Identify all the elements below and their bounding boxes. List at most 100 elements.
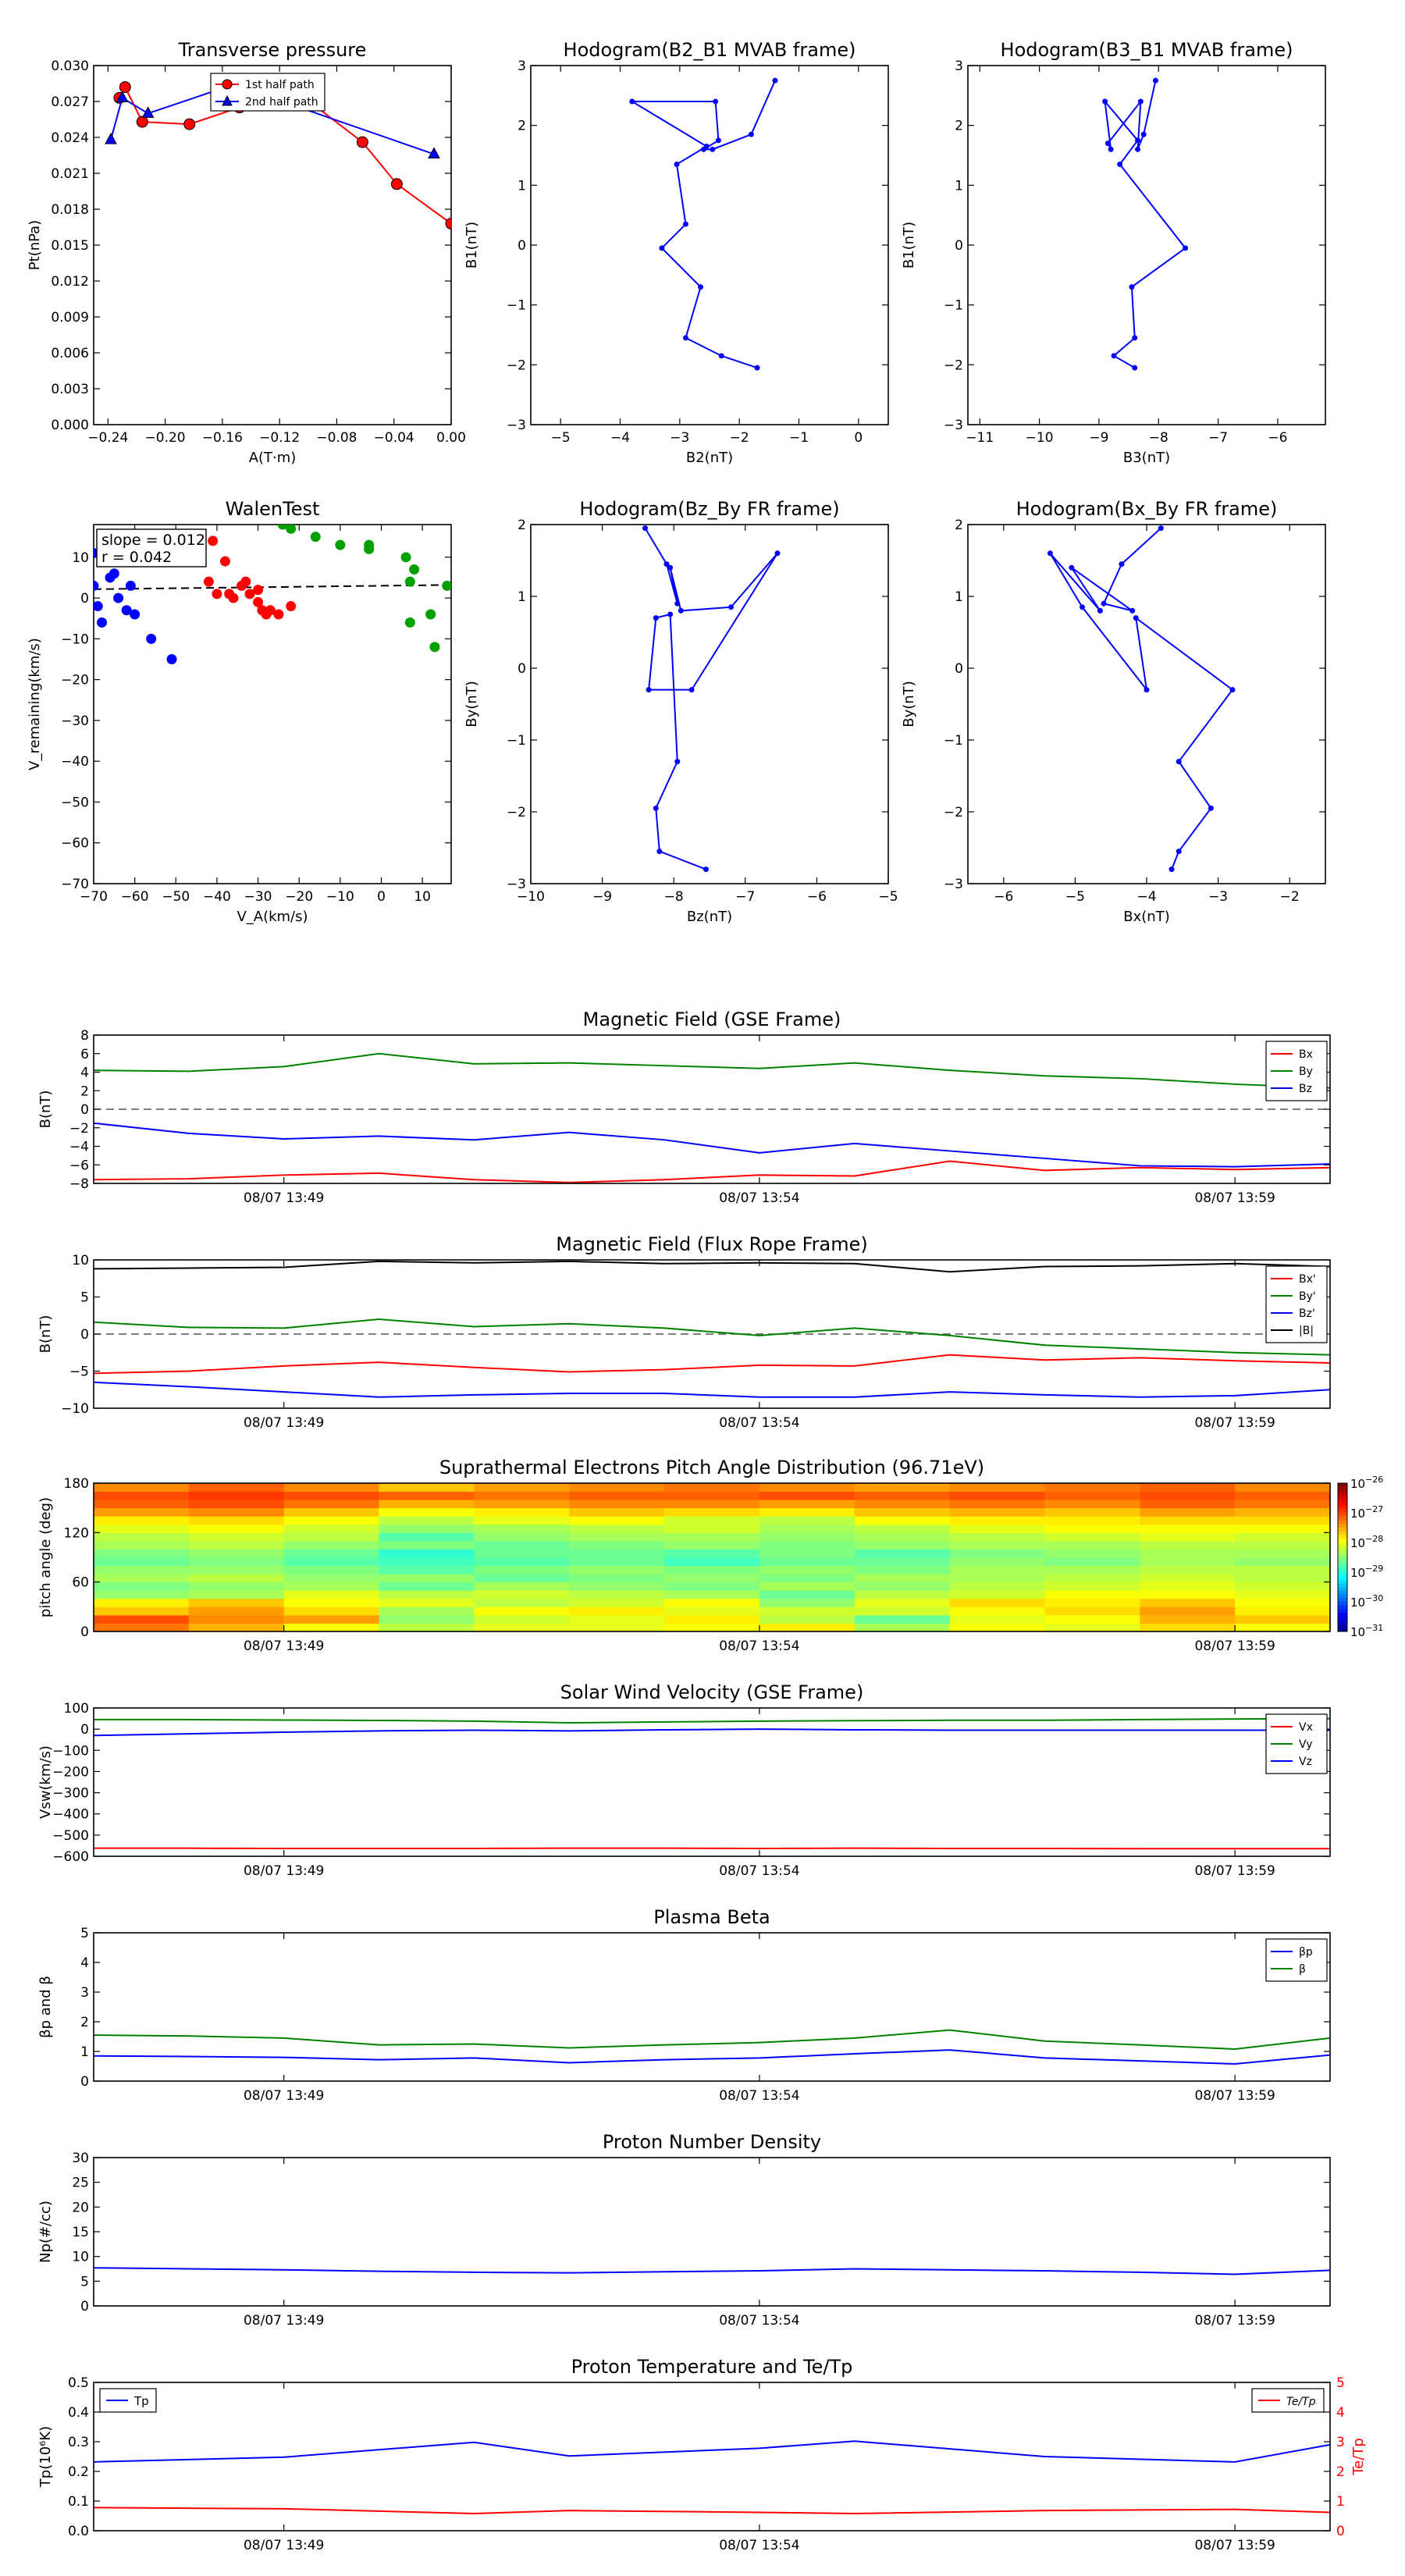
heatmap-cell (1235, 1483, 1331, 1493)
y-tick-label: −2 (69, 1121, 89, 1137)
y-tick-label: 4 (80, 1955, 89, 1971)
x-tick-label: −11 (966, 430, 994, 446)
data-point (674, 162, 680, 167)
data-point (265, 605, 276, 616)
data-point (286, 601, 297, 612)
y-tick-label: 6 (80, 1047, 89, 1062)
plot-frame (93, 1482, 1331, 1632)
y-tick-label: −10 (61, 1401, 89, 1417)
colorbar-swatch (1338, 1542, 1347, 1547)
y-tick-label: −20 (61, 673, 89, 688)
y-tick-label: 0 (80, 1624, 89, 1640)
data-point (1158, 525, 1164, 532)
heatmap-cell (569, 1516, 665, 1525)
plot-frame (530, 524, 889, 884)
chart-h3: Hodogram(Bz_By FR frame)−10 −9 −8 −7 −6 −5−3−… (464, 498, 898, 925)
y-tick-label: −70 (61, 877, 89, 892)
x-tick-label: −10 (517, 889, 545, 905)
x-tick-label: 08/07 13:54 (719, 2088, 799, 2104)
heatmap-cell (188, 1574, 285, 1583)
heatmap-cell (1044, 1516, 1140, 1525)
x-tick-label: −0.04 (374, 430, 414, 446)
y-axis-label: Tp(10⁶K) (37, 2426, 54, 2488)
heatmap-cell (854, 1540, 951, 1550)
data-point (698, 284, 704, 290)
y-tick-label: 0.030 (51, 59, 89, 74)
data-point (1104, 141, 1111, 147)
heatmap-cell (474, 1516, 570, 1525)
colorbar-swatch (1338, 1490, 1347, 1495)
annotation-box (96, 528, 207, 568)
heatmap-cell (379, 1623, 475, 1632)
colorbar-swatch (1338, 1583, 1347, 1588)
heatmap-cell (1044, 1540, 1140, 1550)
data-point (1102, 98, 1108, 105)
colorbar-swatch (1338, 1579, 1347, 1584)
legend-label: By (1299, 1066, 1313, 1078)
data-point (748, 131, 754, 137)
heatmap-cell (283, 1516, 380, 1525)
x-tick-label: −3 (670, 430, 689, 446)
heatmap-cell (94, 1582, 190, 1591)
legend-label: 2nd half path (245, 96, 318, 109)
colorbar-swatch (1338, 1564, 1347, 1569)
data-point (166, 654, 177, 664)
y-tick-label: 0.1 (68, 2494, 89, 2510)
heatmap-cell (1235, 1549, 1331, 1558)
heatmap-cell (1140, 1524, 1236, 1533)
legend-label: Te/Tp (1286, 2396, 1316, 2408)
data-layer (94, 1717, 1330, 1850)
colorbar-swatch (1338, 1575, 1347, 1580)
series-line (94, 1160, 1330, 1183)
heatmap-cell (854, 1532, 951, 1542)
heatmap-cell (474, 1507, 570, 1517)
heatmap-cell (664, 1549, 760, 1558)
heatmap-cell (1235, 1623, 1331, 1632)
y-tick-label: 0.5 (68, 2375, 89, 2391)
data-point (1069, 564, 1075, 571)
colorbar-tick-label: 10−27 (1350, 1504, 1383, 1521)
y-tick-label: 5 (80, 2274, 89, 2290)
y-tick-label: 0.3 (68, 2435, 89, 2450)
x-tick-label: 08/07 13:54 (719, 1863, 799, 1879)
heatmap-cell (94, 1606, 190, 1616)
x-tick-label: 08/07 13:54 (719, 1638, 799, 1654)
series-line (94, 1052, 1330, 1089)
colorbar-tick-label: 10−28 (1350, 1534, 1383, 1550)
y-tick-label: 0 (955, 661, 963, 677)
colorbar-swatch (1338, 1609, 1347, 1614)
chart-title: Solar Wind Velocity (GSE Frame) (560, 1681, 864, 1703)
heatmap-cell (283, 1598, 380, 1607)
heatmap-cell (759, 1623, 855, 1632)
y2-tick-label: 2 (1336, 2464, 1345, 2480)
data-point (244, 589, 255, 600)
heatmap-cell (759, 1598, 855, 1607)
heatmap-cell (1235, 1540, 1331, 1550)
chart-title: Magnetic Field (GSE Frame) (583, 1009, 841, 1030)
fit-line (94, 584, 451, 590)
heatmap-cell (1235, 1524, 1331, 1533)
heatmap-cell (188, 1565, 285, 1574)
heatmap-cell (1235, 1606, 1331, 1616)
y2-tick-label: 0 (1336, 2524, 1345, 2539)
y-tick-label: 0 (80, 2074, 89, 2090)
heatmap-cell (854, 1582, 951, 1591)
heatmap-cell (949, 1614, 1045, 1624)
y-axis-label: B(nT) (37, 1315, 54, 1354)
series-line (1049, 527, 1234, 870)
data-point (94, 601, 103, 612)
heatmap-cell (379, 1598, 475, 1607)
x-tick-label: 08/07 13:59 (1194, 1415, 1275, 1431)
colorbar-swatch (1338, 1509, 1347, 1514)
data-point (1176, 849, 1182, 855)
y-tick-label: 3 (80, 1985, 89, 2001)
x-tick-label: 0 (854, 430, 863, 446)
y2-axis-label: Te/Tp (1350, 2438, 1367, 2476)
y-tick-label: 10 (72, 2250, 89, 2265)
heatmap-cell (1140, 1500, 1236, 1509)
colorbar-tick-exponent: −27 (1365, 1504, 1383, 1514)
x-tick-label: −8 (1149, 430, 1168, 446)
y-tick-label: 0.021 (51, 166, 89, 182)
x-tick-label: −70 (80, 889, 108, 905)
heatmap-cell (283, 1524, 380, 1533)
